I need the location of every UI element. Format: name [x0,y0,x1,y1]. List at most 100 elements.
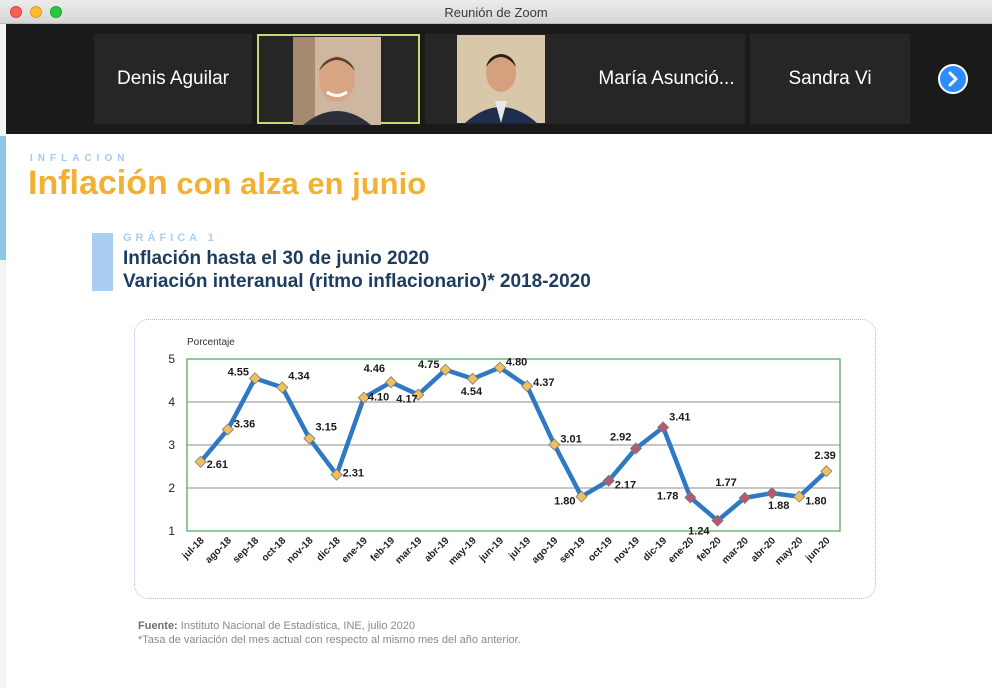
x-tick-label: oct-18 [260,535,289,564]
data-label: 4.75 [418,359,439,371]
x-tick-label: jun-20 [803,535,833,565]
source-note: Fuente: Instituto Nacional de Estadístic… [138,620,415,632]
participant-name: Sandra Vi [788,68,872,89]
maximize-window-button[interactable] [50,6,62,18]
graph-title: Inflación hasta el 30 de junio 2020 Vari… [123,247,591,293]
x-tick-label: jun-19 [477,535,507,565]
x-tick-label: ago-19 [530,535,561,566]
slide-headline: Inflación con alza en junio [28,164,426,203]
data-label: 4.46 [364,363,385,375]
y-tick-label: 2 [168,481,175,495]
participant-tile[interactable]: María Asunció... [588,34,745,124]
x-tick-label: may-19 [447,535,479,567]
participant-tile[interactable]: Denis Aguilar [94,34,252,124]
x-tick-label: oct-19 [586,535,615,564]
source-label: Fuente: [138,620,178,632]
participant-tile[interactable] [425,34,588,124]
footnote: *Tasa de variación del mes actual con re… [138,634,521,646]
data-label: 4.55 [228,366,249,378]
data-point [793,490,806,503]
data-label: 4.34 [288,370,310,382]
x-tick-label: dic-19 [641,535,670,564]
graph-label: GRÁFICA 1 [123,232,218,244]
data-point [466,372,479,385]
x-tick-label: may-20 [773,535,805,567]
background-window-edge [0,24,6,688]
graph-title-line-2: Variación interanual (ritmo inflacionari… [123,271,591,292]
data-point [384,376,398,389]
data-label: 1.77 [715,477,736,489]
next-participants-button[interactable] [938,64,968,94]
y-axis-label: Porcentaje [187,337,235,348]
data-point [548,438,561,451]
data-label: 2.39 [814,450,835,462]
window-titlebar: Reunión de Zoom [0,0,992,24]
data-label: 2.92 [610,431,631,443]
data-label: 4.80 [506,357,527,369]
inflation-line-chart: Porcentaje12345jul-18ago-18sep-18oct-18n… [168,337,841,567]
data-point [248,372,262,385]
participant-tile-active-speaker[interactable] [257,34,420,125]
data-label: 3.01 [560,434,581,446]
data-point [575,490,588,503]
source-text: Instituto Nacional de Estadística, INE, … [177,620,415,632]
data-label: 3.15 [315,422,336,434]
data-label: 1.80 [554,496,575,508]
data-point [493,361,506,374]
data-label: 4.10 [368,392,389,404]
y-tick-label: 1 [168,524,175,538]
background-window-highlight [0,136,6,260]
chevron-right-icon [948,71,958,87]
participant-video [293,37,381,125]
data-point [439,363,452,376]
data-point [602,474,615,487]
participant-video [457,35,545,123]
data-point [629,442,643,455]
data-point [711,514,724,527]
headline-rest: con alza en junio [167,166,427,201]
data-point [221,423,234,436]
plot-area-border [186,358,841,532]
participant-name: María Asunció... [598,68,735,89]
participant-name: Denis Aguilar [117,68,229,89]
data-label: 3.41 [669,411,690,423]
title-accent-bar [92,233,113,291]
data-label: 3.36 [234,419,255,431]
data-point [357,391,370,404]
x-tick-label: sep-18 [231,535,261,565]
data-point [738,491,751,504]
shared-screen-slide: INFLACION Inflación con alza en junio GR… [6,134,992,688]
headline-main: Inflación [28,164,168,202]
data-label: 2.31 [343,468,364,480]
window-title: Reunión de Zoom [444,5,548,20]
data-label: 2.61 [207,459,228,471]
data-label: 1.78 [657,490,678,502]
participant-tile[interactable]: Sandra Vi [750,34,910,124]
data-point [412,388,425,401]
x-tick-label: dic-18 [315,535,344,564]
data-point [657,421,670,434]
chart-frame [134,319,876,599]
minimize-window-button[interactable] [30,6,42,18]
data-point [684,491,697,504]
x-tick-label: ene-19 [340,535,370,565]
data-point [521,380,534,393]
x-tick-label: nov-18 [285,535,316,566]
data-label: 1.80 [805,496,826,508]
series-line [198,365,828,523]
data-point [820,465,833,478]
data-label: 1.24 [688,526,710,538]
data-label: 1.88 [768,500,789,512]
x-tick-label: mar-20 [720,535,751,566]
data-point [765,487,779,500]
data-label: 4.54 [461,386,483,398]
y-tick-label: 4 [168,395,175,409]
graph-title-line-1: Inflación hasta el 30 de junio 2020 [123,248,430,269]
data-label: 4.37 [533,377,554,389]
data-point [303,432,316,445]
close-window-button[interactable] [10,6,22,18]
participant-strip: Denis Aguilar María Asunció... [6,24,992,134]
data-point [276,381,289,394]
x-tick-label: sep-19 [557,535,587,565]
data-point [194,455,207,468]
